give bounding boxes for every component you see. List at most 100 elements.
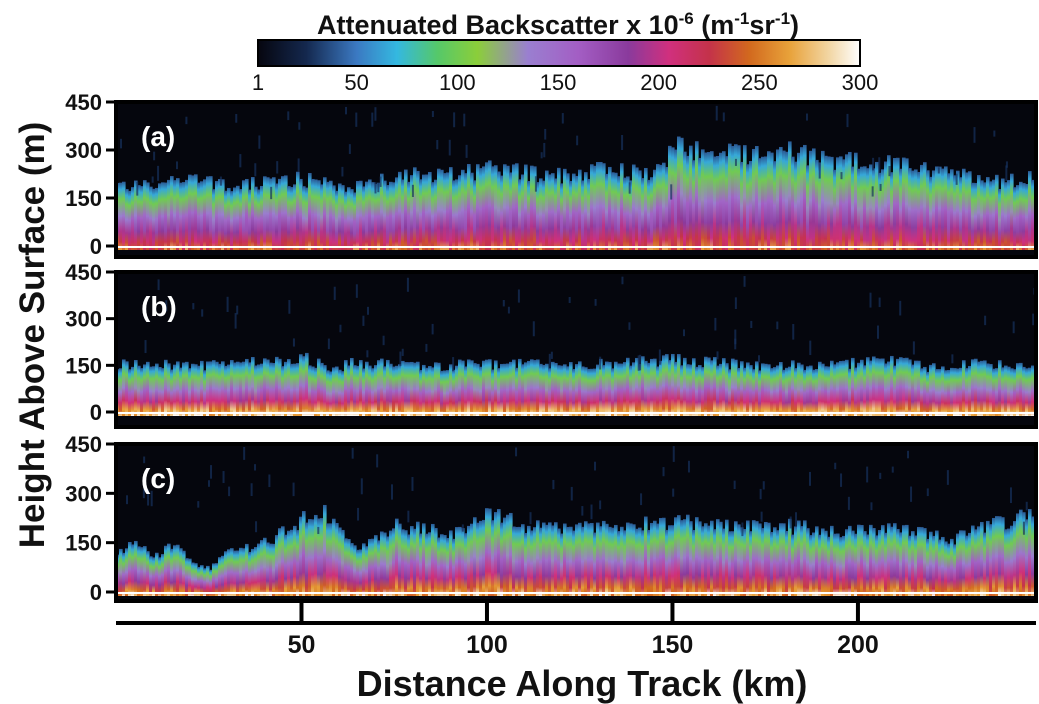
backscatter-column (905, 524, 909, 596)
backscatter-column (935, 166, 939, 250)
backscatter-column (170, 176, 174, 250)
noise-speck (192, 303, 195, 310)
backscatter-column (488, 359, 492, 416)
backscatter-column (677, 515, 681, 596)
backscatter-column (578, 361, 582, 416)
noise-speck (226, 296, 229, 313)
backscatter-column (218, 363, 222, 416)
backscatter-column (539, 178, 543, 250)
backscatter-column (350, 189, 354, 250)
backscatter-column (437, 362, 441, 416)
backscatter-column (449, 364, 453, 416)
backscatter-column (719, 363, 723, 416)
backscatter-column (902, 157, 906, 250)
backscatter-column (152, 557, 156, 596)
backscatter-column (458, 359, 462, 416)
backscatter-column (701, 526, 705, 596)
backscatter-column (962, 168, 966, 250)
backscatter-column (602, 163, 606, 250)
backscatter-column (989, 364, 993, 416)
backscatter-column (989, 524, 993, 596)
backscatter-column (329, 180, 333, 250)
backscatter-column (779, 523, 783, 596)
backscatter-column (500, 175, 504, 250)
backscatter-column (302, 186, 306, 250)
backscatter-column (785, 530, 789, 596)
noise-speck (288, 300, 291, 314)
backscatter-column (521, 174, 525, 250)
backscatter-column (248, 362, 252, 416)
backscatter-column (293, 363, 297, 416)
noise-speck (946, 470, 949, 485)
backscatter-column (143, 364, 147, 416)
backscatter-field (116, 276, 1036, 416)
backscatter-column (122, 181, 126, 250)
backscatter-column (974, 182, 978, 250)
backscatter-column (776, 149, 780, 250)
backscatter-column (734, 359, 738, 416)
backscatter-column (230, 548, 234, 596)
backscatter-column (317, 358, 321, 416)
backscatter-column (881, 358, 885, 416)
backscatter-column (1019, 509, 1023, 596)
backscatter-column (656, 164, 660, 250)
backscatter-column (236, 361, 240, 416)
backscatter-column (800, 526, 804, 596)
backscatter-column (506, 363, 510, 416)
backscatter-column (893, 157, 897, 250)
backscatter-column (461, 360, 465, 416)
backscatter-column (161, 182, 165, 250)
backscatter-column (218, 557, 222, 596)
backscatter-column (512, 526, 516, 596)
backscatter-column (848, 368, 852, 416)
backscatter-column (614, 172, 618, 250)
backscatter-column (377, 540, 381, 596)
backscatter-column (995, 516, 999, 596)
noise-speck (540, 152, 543, 159)
backscatter-column (701, 367, 705, 416)
noise-speck (357, 507, 360, 521)
backscatter-column (581, 366, 585, 416)
noise-speck (355, 112, 358, 127)
noise-speck (382, 335, 385, 346)
backscatter-column (1004, 529, 1008, 596)
backscatter-column (422, 523, 426, 596)
backscatter-column (272, 177, 276, 250)
noise-speck (544, 128, 547, 140)
backscatter-column (941, 366, 945, 416)
backscatter-column (626, 176, 630, 250)
backscatter-column (593, 368, 597, 416)
backscatter-column (344, 360, 348, 416)
backscatter-column (530, 359, 534, 416)
backscatter-column (758, 370, 762, 416)
backscatter-column (317, 518, 321, 596)
backscatter-column (152, 366, 156, 416)
backscatter-column (278, 358, 282, 416)
backscatter-column (464, 173, 468, 250)
backscatter-column (812, 532, 816, 596)
backscatter-column (554, 362, 558, 416)
backscatter-column (368, 538, 372, 596)
backscatter-column (965, 172, 969, 250)
colorbar-tick-label: 200 (640, 70, 677, 95)
backscatter-column (830, 360, 834, 416)
noise-speck (250, 483, 253, 497)
backscatter-column (941, 168, 945, 250)
backscatter-column (269, 543, 273, 596)
backscatter-column (260, 540, 264, 596)
noise-speck (292, 338, 295, 347)
backscatter-column (791, 534, 795, 596)
noise-speck (1032, 313, 1035, 326)
backscatter-column (944, 541, 948, 596)
noise-speck (333, 286, 336, 300)
backscatter-column (362, 543, 366, 596)
noise-speck (317, 526, 320, 535)
noise-speck (878, 157, 881, 173)
backscatter-column (173, 364, 177, 416)
backscatter-column (434, 528, 438, 596)
backscatter-column (281, 526, 285, 596)
noise-speck (411, 184, 414, 197)
backscatter-column (455, 527, 459, 596)
backscatter-column (695, 141, 699, 250)
backscatter-column (596, 161, 600, 250)
